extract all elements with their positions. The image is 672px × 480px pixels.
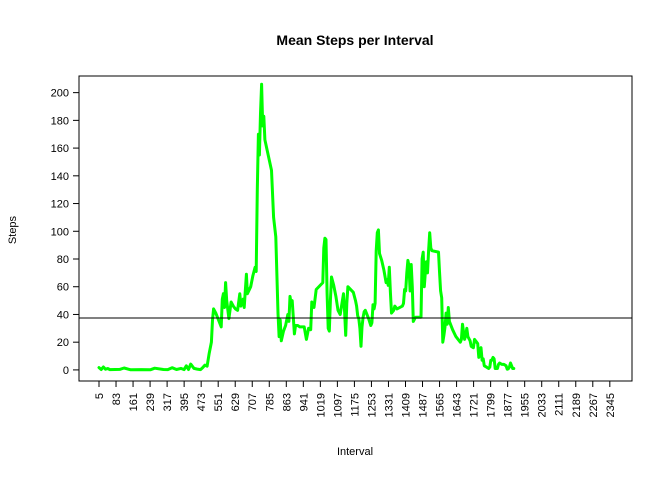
x-tick-label: 1799 [486,393,498,417]
x-axis: 5 83 161 239 317 395 473 551 629 707 785 863 941 1019… [94,380,617,417]
x-tick-label: 473 [196,393,208,411]
x-tick-label: 1175 [349,393,361,417]
x-tick-label: 1097 [332,393,344,417]
x-tick-label: 1955 [520,393,532,417]
x-tick-label: 1721 [469,393,481,417]
y-tick-label: 180 [51,115,69,127]
x-tick-label: 707 [247,393,259,411]
x-tick-label: 1409 [400,393,412,417]
x-tick-label: 1019 [315,393,327,417]
x-tick-label: 1253 [366,393,378,417]
chart-title: Mean Steps per Interval [276,32,433,48]
x-tick-label: 83 [111,393,123,405]
x-tick-label: 785 [264,393,276,411]
x-tick-label: 1487 [418,393,430,417]
x-tick-label: 2267 [588,393,600,417]
y-tick-label: 60 [57,282,69,294]
y-tick-label: 160 [51,143,69,155]
x-tick-label: 1877 [503,393,515,417]
x-tick-label: 1331 [383,393,395,417]
x-tick-label: 395 [179,393,191,411]
y-tick-label: 40 [57,309,69,321]
series-layer [97,82,516,372]
x-tick-label: 1565 [435,393,447,417]
x-tick-label: 161 [128,393,140,411]
x-tick-label: 1643 [452,393,464,417]
x-tick-label: 551 [213,393,225,411]
x-tick-label: 2345 [605,393,617,417]
x-tick-label: 863 [281,393,293,411]
y-tick-label: 100 [51,226,69,238]
x-tick-label: 239 [145,393,157,411]
y-tick-label: 140 [51,171,69,183]
y-tick-label: 80 [57,254,69,266]
x-tick-label: 941 [298,393,310,411]
x-axis-label: Interval [337,446,373,458]
y-axis: 0 20 40 60 80 100 120 140 160 180 200 [51,88,80,377]
x-tick-label: 2111 [554,393,566,416]
x-tick-label: 5 [94,393,106,399]
y-tick-label: 120 [51,199,69,211]
x-tick-label: 629 [230,393,242,411]
plot-area [78,75,633,382]
y-axis-label: Steps [7,215,19,244]
series-line [97,82,516,372]
x-tick-label: 317 [162,393,174,411]
y-tick-label: 0 [63,365,69,377]
x-tick-label: 2189 [571,393,583,417]
y-tick-label: 200 [51,88,69,100]
y-tick-label: 20 [57,337,69,349]
x-tick-label: 2033 [537,393,549,417]
